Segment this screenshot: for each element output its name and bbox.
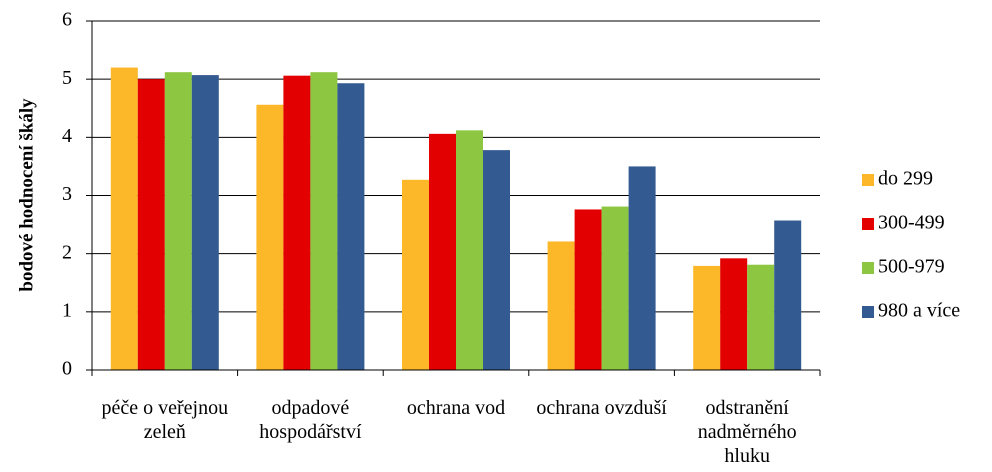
bar <box>137 79 165 371</box>
y-axis-label: bodové hodnocení škály <box>16 98 37 292</box>
x-tick-label: odstranění nadměrného hluku <box>697 397 797 467</box>
bar <box>693 265 721 370</box>
bar <box>256 104 284 370</box>
bar <box>774 220 802 370</box>
legend-swatch <box>862 218 874 230</box>
bar <box>337 83 365 370</box>
legend-label: 300-499 <box>878 212 945 234</box>
bar <box>164 72 192 370</box>
y-tick-label: 2 <box>62 241 72 263</box>
legend-label: do 299 <box>878 168 933 190</box>
bar <box>628 166 656 370</box>
legend-swatch <box>862 174 874 186</box>
bar <box>110 67 138 371</box>
y-tick-label: 6 <box>62 9 72 31</box>
bar <box>720 258 748 370</box>
bar <box>547 241 575 370</box>
bar <box>191 75 219 370</box>
legend-swatch <box>862 306 874 318</box>
x-tick-label: ochrana vod <box>406 397 506 419</box>
bar <box>574 209 602 370</box>
y-tick-label: 4 <box>62 125 72 147</box>
y-tick-label: 5 <box>62 67 72 89</box>
x-tick-label: péče o veřejnou zeleň <box>101 397 229 443</box>
x-tick-label: ochrana ovzduší <box>536 397 667 419</box>
bar <box>310 72 338 370</box>
bar <box>456 130 483 370</box>
bar <box>402 179 429 370</box>
y-tick-label: 3 <box>62 183 72 205</box>
bar <box>747 264 775 370</box>
legend-swatch <box>862 262 874 274</box>
bar <box>429 133 456 370</box>
y-tick-label: 0 <box>62 358 72 380</box>
y-tick-label: 1 <box>62 299 72 321</box>
bar <box>601 206 629 370</box>
bar <box>283 75 311 370</box>
legend-label: 500-979 <box>878 256 945 278</box>
bar <box>483 150 510 370</box>
legend-label: 980 a více <box>878 300 960 322</box>
x-tick-label: odpadové hospodářství <box>259 397 362 443</box>
